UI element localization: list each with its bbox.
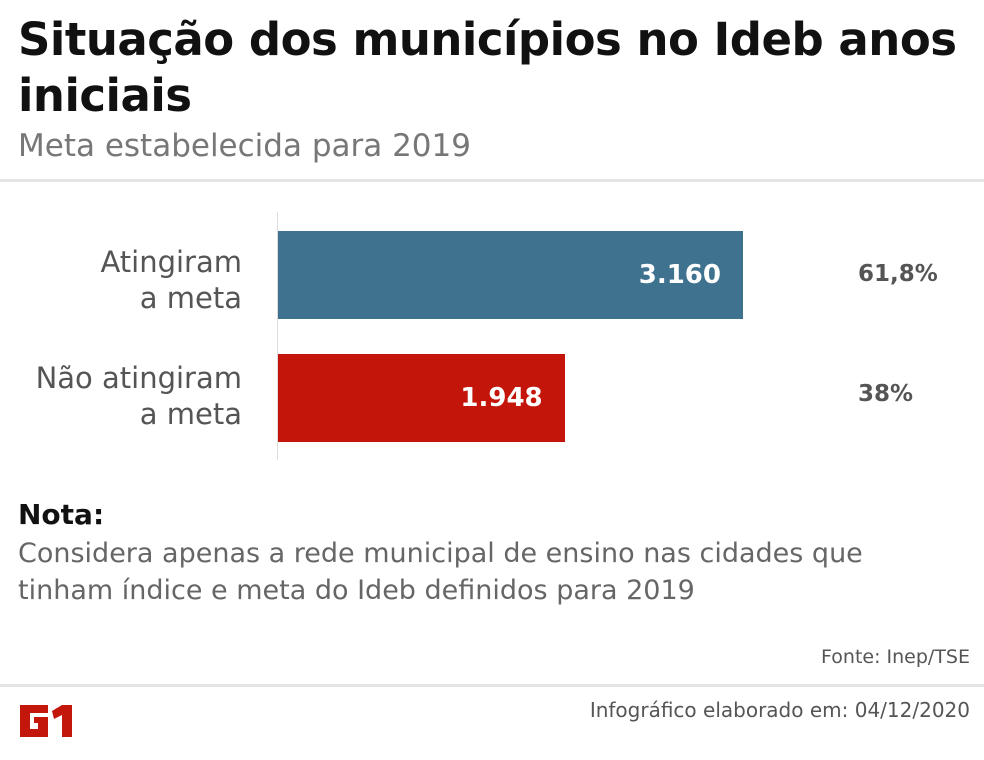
category-label-line: a meta — [139, 281, 242, 315]
category-label-line: Atingiram — [100, 245, 242, 279]
bar-value-label-1: 1.948 — [460, 383, 543, 413]
bar-nao-atingiram — [278, 354, 565, 442]
chart-title: Situação dos municípios no Ideb anos ini… — [18, 13, 957, 122]
category-label-line: a meta — [139, 397, 242, 431]
credit-text: Infográfico elaborado em: 04/12/2020 — [589, 698, 970, 722]
divider-top — [0, 179, 984, 182]
bar-atingiram — [278, 231, 743, 319]
note-text: Considera apenas a rede municipal de ens… — [18, 538, 863, 606]
y-axis-line — [277, 212, 278, 460]
note-label: Nota: — [18, 498, 105, 531]
percent-label-1: 38% — [858, 381, 914, 407]
percent-label-0: 61,8% — [858, 261, 938, 287]
chart-subtitle: Meta estabelecida para 2019 — [18, 128, 471, 164]
category-label-line: Não atingiram — [35, 361, 242, 395]
source-text: Fonte: Inep/TSE — [821, 646, 970, 668]
category-label-0: Atingiram a meta — [0, 244, 242, 316]
g1-logo — [20, 705, 72, 737]
divider-bottom — [0, 684, 984, 687]
bar-value-label-0: 3.160 — [638, 260, 721, 290]
category-label-1: Não atingiram a meta — [0, 360, 242, 432]
